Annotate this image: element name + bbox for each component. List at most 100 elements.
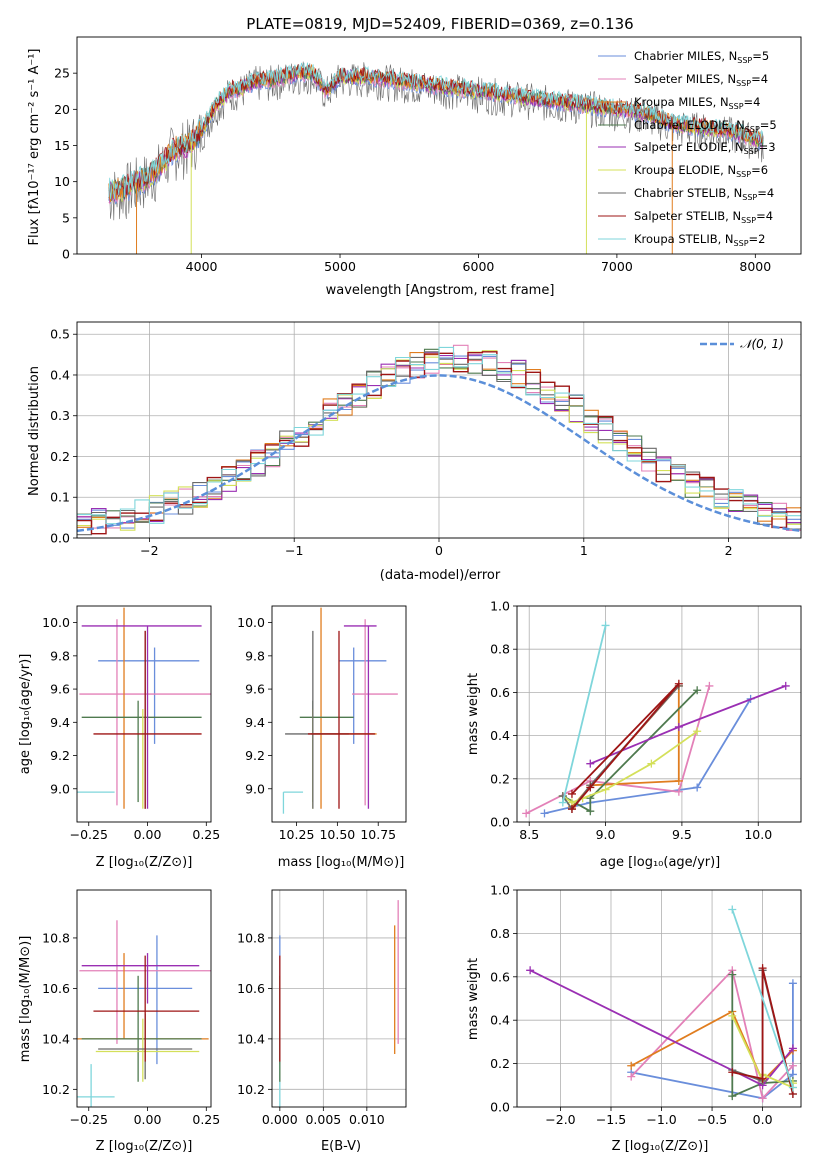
legend-entry: Kroupa MILES, NSSP=4 bbox=[634, 95, 760, 111]
x-tick-label: 1 bbox=[580, 543, 588, 558]
plot-marks bbox=[77, 344, 801, 536]
x-tick-label: 0.25 bbox=[192, 827, 220, 842]
y-tick-label: 9.4 bbox=[50, 715, 70, 730]
x-tick-label: 9.0 bbox=[596, 827, 616, 842]
x-tick-label: 10.50 bbox=[319, 827, 355, 842]
age-vs-z-ylabel: age [log₁₀(age/yr)] bbox=[18, 654, 33, 775]
y-tick-label: 0.3 bbox=[50, 408, 70, 423]
age-vs-z-xlabel: Z [log₁₀(Z/Z⊙)] bbox=[96, 855, 193, 870]
normal-legend-label: 𝒩(0, 1) bbox=[740, 337, 784, 351]
weight-marker bbox=[567, 805, 576, 814]
y-tick-label: 0.4 bbox=[50, 367, 70, 382]
x-tick-label: −0.25 bbox=[70, 1112, 108, 1127]
x-tick-label: 0 bbox=[435, 543, 443, 558]
legend-entry: Salpeter MILES, NSSP=4 bbox=[634, 72, 768, 88]
legend-entry: Salpeter STELIB, NSSP=4 bbox=[634, 209, 773, 225]
axes-frame bbox=[76, 889, 212, 1108]
plot-marks bbox=[282, 607, 398, 814]
age-vs-mass-xlabel: mass [log₁₀(M/M⊙)] bbox=[278, 855, 405, 870]
axes-frame bbox=[76, 36, 802, 255]
spectrum-xlabel: wavelength [Angstrom, rest frame] bbox=[326, 283, 555, 298]
y-tick-label: 0.0 bbox=[50, 531, 70, 546]
weight-marker bbox=[693, 783, 702, 792]
mass-vs-ebv-plot-area: 0.000 0.005 0.010 10.2 10.4 10.6 10.8 bbox=[237, 889, 407, 1127]
age-vs-mass-plot-area: 10.25 10.50 10.75 9.0 9.2 9.4 9.6 9.8 10.0 bbox=[237, 605, 407, 842]
weight-marker bbox=[674, 776, 683, 785]
weight-marker bbox=[526, 966, 535, 975]
weight-marker bbox=[788, 1083, 797, 1092]
weight-marker bbox=[601, 621, 610, 630]
weight-marker bbox=[674, 722, 683, 731]
y-tick-label: 10.4 bbox=[42, 1031, 70, 1046]
weight-marker bbox=[522, 809, 531, 818]
y-tick-label: 0.4 bbox=[490, 728, 510, 743]
y-tick-label: 0.0 bbox=[490, 815, 510, 830]
weight-line bbox=[631, 983, 794, 1100]
weight-marker bbox=[627, 1072, 636, 1081]
x-tick-label: 10.75 bbox=[360, 827, 396, 842]
y-tick-label: 1.0 bbox=[490, 599, 510, 614]
weight-marker bbox=[567, 789, 576, 798]
x-tick-label: 2 bbox=[725, 543, 733, 558]
weight-marker bbox=[788, 979, 797, 988]
y-tick-label: 10.0 bbox=[42, 615, 70, 630]
y-tick-label: 0.2 bbox=[490, 1056, 510, 1071]
axes-frame bbox=[516, 605, 802, 823]
mass-vs-z-ylabel: mass [log₁₀(M/M⊙)] bbox=[18, 936, 33, 1063]
weight-marker bbox=[788, 1061, 797, 1070]
y-tick-label: 9.2 bbox=[50, 748, 70, 763]
weight-vs-age-xlabel: age [log₁₀(age/yr)] bbox=[600, 855, 721, 870]
weight-vs-z-xlabel: Z [log₁₀(Z/Z⊙)] bbox=[612, 1139, 709, 1154]
x-tick-label: −2 bbox=[140, 543, 158, 558]
y-tick-label: 9.6 bbox=[50, 682, 70, 697]
y-tick-label: 10.2 bbox=[237, 1082, 265, 1097]
weight-marker bbox=[705, 681, 714, 690]
x-tick-label: 5000 bbox=[324, 259, 356, 274]
y-tick-label: 10.2 bbox=[42, 1082, 70, 1097]
residuals-panel: −2 −1 0 1 2 0.0 0.1 0.2 0.3 0.4 0.5 (data-model)/e… bbox=[27, 321, 802, 583]
y-tick-label: 5 bbox=[62, 210, 70, 225]
x-tick-label: 4000 bbox=[186, 259, 218, 274]
weight-vs-z-plot-area: −2.0 −1.5 −1.0 −0.5 0.0 0.0 0.2 0.4 0.6 0.8 1.0 bbox=[490, 883, 802, 1127]
histogram-step bbox=[77, 346, 801, 525]
residuals-xlabel: (data-model)/error bbox=[380, 568, 501, 583]
weight-marker bbox=[693, 727, 702, 736]
x-tick-label: −1 bbox=[285, 543, 303, 558]
y-tick-label: 9.2 bbox=[245, 748, 265, 763]
axes-frame bbox=[516, 889, 802, 1108]
weight-marker bbox=[540, 809, 549, 818]
mass-vs-ebv-xlabel: E(B-V) bbox=[321, 1139, 361, 1154]
spectrum-legend: Chabrier MILES, NSSP=5 Salpeter MILES, N… bbox=[598, 49, 777, 248]
plot-marks bbox=[77, 607, 211, 809]
x-tick-label: −0.25 bbox=[70, 827, 108, 842]
legend-entry: Kroupa STELIB, NSSP=2 bbox=[634, 232, 765, 248]
x-tick-label: 0.0 bbox=[753, 1112, 773, 1127]
mass-vs-z-plot-area: −0.25 0.00 0.25 10.2 10.4 10.6 10.8 bbox=[42, 889, 220, 1127]
weight-marker bbox=[758, 964, 767, 973]
y-tick-label: 9.8 bbox=[50, 648, 70, 663]
y-tick-label: 9.8 bbox=[245, 648, 265, 663]
y-tick-label: 0.8 bbox=[490, 926, 510, 941]
y-tick-label: 0.6 bbox=[490, 969, 510, 984]
y-tick-label: 0.6 bbox=[490, 685, 510, 700]
weight-marker bbox=[728, 970, 737, 979]
y-tick-label: 10.4 bbox=[237, 1031, 265, 1046]
y-tick-label: 0.2 bbox=[50, 449, 70, 464]
x-tick-label: 8000 bbox=[739, 259, 771, 274]
x-tick-label: 0.00 bbox=[134, 1112, 162, 1127]
x-tick-label: 7000 bbox=[601, 259, 633, 274]
y-tick-label: 0.4 bbox=[490, 1013, 510, 1028]
y-tick-label: 9.6 bbox=[245, 682, 265, 697]
x-tick-label: 10.25 bbox=[279, 827, 315, 842]
mass-vs-z-xlabel: Z [log₁₀(Z/Z⊙)] bbox=[96, 1139, 193, 1154]
legend-entry: Chabrier ELODIE, NSSP=5 bbox=[634, 118, 777, 134]
y-tick-label: 10 bbox=[54, 174, 70, 189]
weight-marker bbox=[586, 807, 595, 816]
plot-marks bbox=[77, 920, 211, 1107]
mass-vs-ebv-panel: 0.000 0.005 0.010 10.2 10.4 10.6 10.8 E(B-V) bbox=[237, 889, 407, 1154]
weight-marker bbox=[647, 759, 656, 768]
axes-frame bbox=[76, 321, 802, 539]
x-tick-label: 0.25 bbox=[192, 1112, 220, 1127]
weight-line bbox=[731, 909, 794, 1088]
